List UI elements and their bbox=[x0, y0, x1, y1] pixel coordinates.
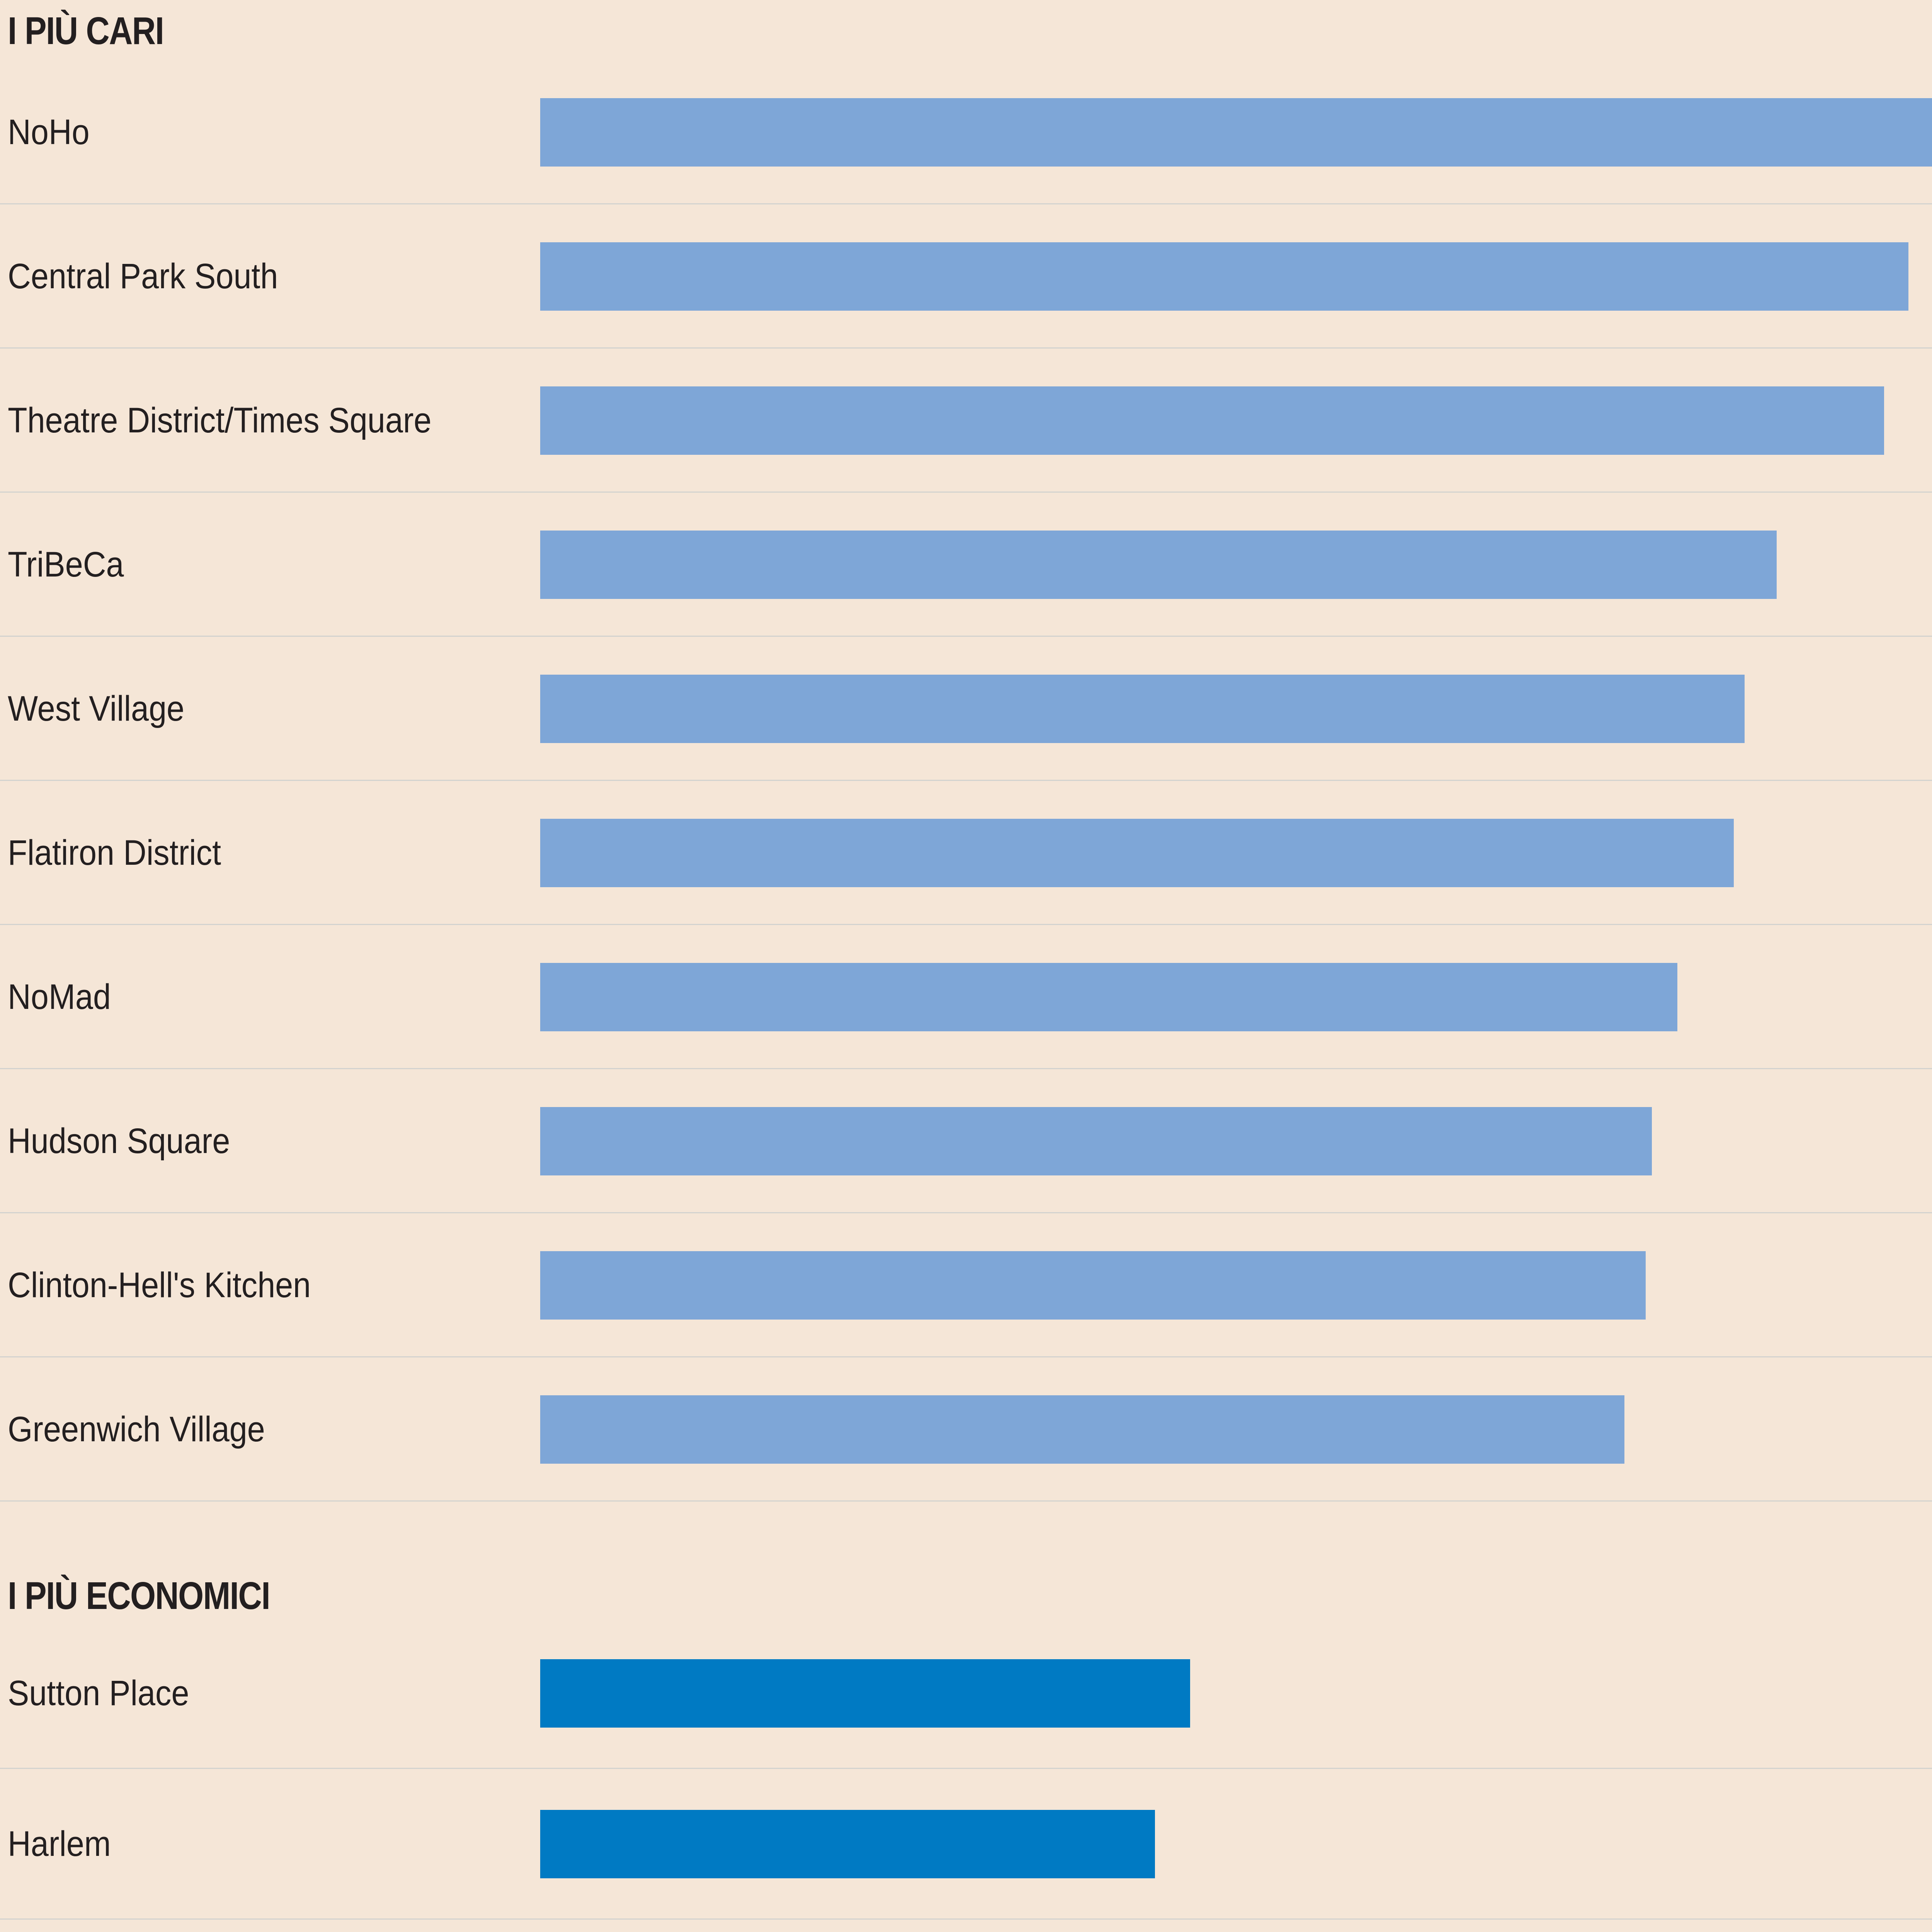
category-label: NoHo bbox=[8, 112, 90, 152]
bar bbox=[540, 386, 1884, 455]
bar bbox=[540, 1395, 1624, 1464]
section-title-cheapest: I PIÙ ECONOMICI bbox=[8, 1574, 270, 1617]
chart-row: Theatre District/Times Square18.747 bbox=[0, 348, 1932, 493]
category-label: West Village bbox=[8, 689, 185, 728]
section-title-most-expensive: I PIÙ CARI bbox=[8, 9, 164, 53]
chart-row: Sutton Place9.064 bbox=[0, 1617, 1932, 1769]
row-divider bbox=[0, 347, 1932, 349]
bar bbox=[540, 242, 1908, 311]
row-divider bbox=[0, 1212, 1932, 1213]
chart-row: Central Park South19.085 bbox=[0, 204, 1932, 349]
row-divider bbox=[0, 1500, 1932, 1502]
bar bbox=[540, 1659, 1190, 1728]
row-divider bbox=[0, 1356, 1932, 1357]
chart-row: West Village16.800 bbox=[0, 636, 1932, 781]
row-divider bbox=[0, 1918, 1932, 1920]
category-label: Central Park South bbox=[8, 257, 278, 296]
bar bbox=[540, 963, 1677, 1031]
chart-row: Clinton-Hell's Kitchen15.423 bbox=[0, 1213, 1932, 1357]
bar bbox=[540, 98, 1932, 167]
category-label: Clinton-Hell's Kitchen bbox=[8, 1265, 311, 1305]
chart-row: NoHo19.459 bbox=[0, 60, 1932, 204]
category-label: TriBeCa bbox=[8, 545, 124, 584]
category-label: Sutton Place bbox=[8, 1673, 189, 1713]
chart-row: NoMad15.863 bbox=[0, 925, 1932, 1069]
bar bbox=[540, 531, 1777, 599]
row-divider bbox=[0, 636, 1932, 637]
chart-row: Hudson Square15.507 bbox=[0, 1069, 1932, 1213]
chart-row: Greenwich Village15.123 bbox=[0, 1357, 1932, 1502]
bar bbox=[540, 1810, 1155, 1878]
chart-row: TriBeCa17.249 bbox=[0, 492, 1932, 637]
row-divider bbox=[0, 924, 1932, 925]
chart-row: Morningside H.7.360 bbox=[0, 1919, 1932, 1932]
category-label: Flatiron District bbox=[8, 833, 221, 872]
bar bbox=[540, 819, 1734, 887]
row-divider bbox=[0, 1768, 1932, 1769]
row-divider bbox=[0, 492, 1932, 493]
chart-row: Flatiron District16.650 bbox=[0, 781, 1932, 925]
bar bbox=[540, 675, 1745, 743]
category-label: Greenwich Village bbox=[8, 1410, 265, 1449]
category-label: NoMad bbox=[8, 977, 111, 1017]
bar bbox=[540, 1251, 1646, 1320]
row-divider bbox=[0, 203, 1932, 204]
chart-row: Harlem8.577 bbox=[0, 1768, 1932, 1920]
category-label: Harlem bbox=[8, 1824, 111, 1864]
category-label: Theatre District/Times Square bbox=[8, 401, 432, 440]
row-divider bbox=[0, 1068, 1932, 1069]
bar bbox=[540, 1107, 1652, 1175]
row-divider bbox=[0, 780, 1932, 781]
category-label: Hudson Square bbox=[8, 1121, 230, 1161]
